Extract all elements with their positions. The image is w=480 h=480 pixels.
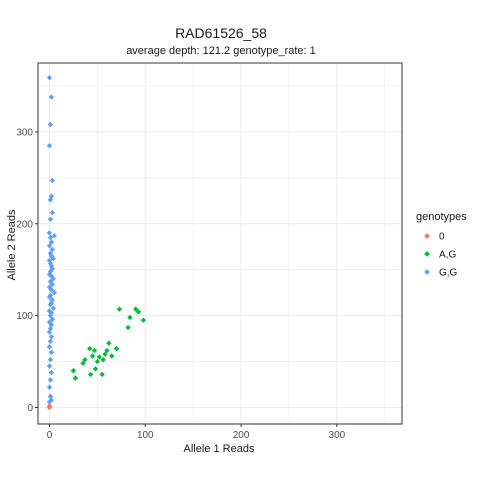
y-tick-label: 300 bbox=[16, 127, 33, 138]
x-axis-title: Allele 1 Reads bbox=[184, 443, 255, 455]
data-point bbox=[48, 193, 55, 199]
y-tick-label: 100 bbox=[16, 311, 33, 322]
legend-key bbox=[424, 269, 430, 275]
data-point bbox=[109, 353, 115, 359]
legend-label: 0 bbox=[439, 232, 445, 243]
data-point bbox=[92, 366, 99, 372]
legend-title: genotypes bbox=[416, 211, 467, 223]
chart-title: RAD61526_58 bbox=[175, 25, 267, 41]
legend-key bbox=[424, 251, 430, 257]
data-point bbox=[47, 234, 54, 241]
y-tick-label: 0 bbox=[27, 403, 33, 414]
axis-ticks: 0 100 200 300 0 100 200 300 bbox=[16, 127, 345, 441]
legend: genotypes 0 A,G G,G bbox=[416, 211, 467, 279]
data-point bbox=[49, 246, 56, 253]
data-point bbox=[49, 210, 56, 216]
y-tick-label: 200 bbox=[16, 219, 33, 230]
data-point bbox=[82, 357, 88, 363]
data-point bbox=[87, 345, 93, 352]
x-tick-label: 300 bbox=[329, 430, 346, 441]
data-point bbox=[46, 243, 53, 249]
data-point bbox=[46, 142, 53, 149]
plot-panel bbox=[37, 62, 403, 425]
data-point bbox=[48, 94, 55, 100]
data-point bbox=[87, 371, 94, 378]
data-point bbox=[94, 358, 101, 365]
data-point bbox=[47, 121, 54, 128]
data-point bbox=[113, 345, 120, 352]
legend-label: G,G bbox=[439, 268, 458, 279]
data-point bbox=[100, 357, 106, 363]
data-point bbox=[89, 353, 96, 359]
data-point bbox=[49, 177, 56, 184]
chart-subtitle: average depth: 121.2 genotype_rate: 1 bbox=[126, 45, 316, 57]
grid bbox=[38, 63, 402, 424]
data-point bbox=[46, 230, 53, 236]
data-point bbox=[99, 371, 105, 378]
x-tick-label: 0 bbox=[47, 430, 53, 441]
x-tick-label: 200 bbox=[233, 430, 250, 441]
legend-label: A,G bbox=[439, 250, 456, 261]
data-point bbox=[133, 306, 139, 312]
legend-key bbox=[424, 233, 430, 239]
x-tick-label: 100 bbox=[137, 430, 154, 441]
data-point bbox=[96, 354, 102, 360]
data-point bbox=[47, 197, 54, 203]
y-axis-title: Allele 2 Reads bbox=[6, 209, 18, 280]
data-point bbox=[102, 351, 108, 357]
